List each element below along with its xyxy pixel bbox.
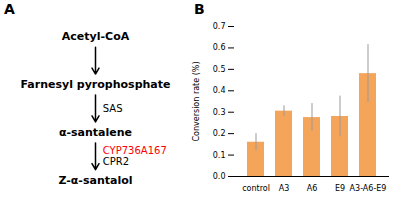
- svg-text:SAS: SAS: [103, 103, 123, 114]
- svg-text:CYP736A167: CYP736A167: [103, 145, 167, 156]
- svg-text:0.4: 0.4: [213, 86, 226, 95]
- svg-text:0.7: 0.7: [213, 22, 226, 31]
- html-text:A: A: [4, 1, 15, 17]
- svg-text:α-santalene: α-santalene: [59, 126, 132, 139]
- svg-text:Acetyl-CoA: Acetyl-CoA: [62, 30, 130, 43]
- svg-text:A3-A6-E9: A3-A6-E9: [350, 184, 387, 193]
- svg-text:0.5: 0.5: [213, 65, 226, 74]
- svg-text:A3: A3: [279, 184, 290, 193]
- svg-text:0.6: 0.6: [213, 43, 226, 52]
- svg-text:Conversion rate (%): Conversion rate (%): [192, 61, 201, 141]
- svg-text:Farnesyl pyrophosphate: Farnesyl pyrophosphate: [20, 78, 170, 91]
- svg-text:E9: E9: [335, 184, 345, 193]
- svg-text:control: control: [242, 184, 270, 193]
- svg-text:Z-α-santalol: Z-α-santalol: [58, 174, 132, 187]
- svg-text:0.0: 0.0: [213, 172, 226, 181]
- svg-text:A6: A6: [307, 184, 318, 193]
- svg-text:CPR2: CPR2: [103, 156, 129, 167]
- svg-text:0.3: 0.3: [213, 108, 226, 117]
- svg-text:0.2: 0.2: [213, 129, 226, 138]
- html-text:B: B: [194, 1, 205, 17]
- svg-text:0.1: 0.1: [213, 151, 226, 160]
